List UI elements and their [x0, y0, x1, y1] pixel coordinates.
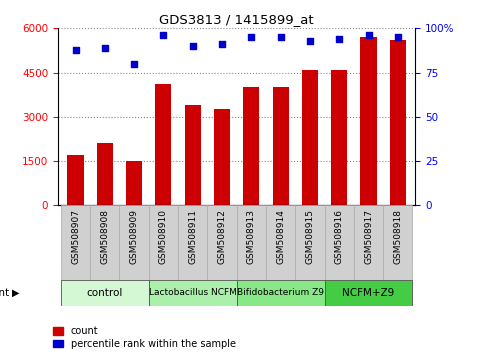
Bar — [90, 205, 119, 280]
Bar — [214, 109, 230, 205]
Bar — [185, 105, 201, 205]
Bar — [360, 37, 377, 205]
Point — [159, 33, 167, 38]
Text: GSM508914: GSM508914 — [276, 209, 285, 264]
Bar — [237, 280, 325, 306]
Point — [101, 45, 109, 51]
Bar — [149, 205, 178, 280]
Bar — [272, 87, 289, 205]
Bar — [302, 70, 318, 205]
Point — [130, 61, 138, 67]
Title: GDS3813 / 1415899_at: GDS3813 / 1415899_at — [159, 13, 314, 26]
Point — [218, 41, 226, 47]
Bar — [237, 205, 266, 280]
Point — [277, 34, 284, 40]
Point — [394, 34, 402, 40]
Text: Lactobacillus NCFM: Lactobacillus NCFM — [149, 289, 237, 297]
Text: Bifidobacterium Z9: Bifidobacterium Z9 — [237, 289, 324, 297]
Bar — [61, 205, 90, 280]
Bar — [61, 280, 149, 306]
Bar — [126, 161, 142, 205]
Text: GSM508909: GSM508909 — [129, 209, 139, 264]
Text: GSM508910: GSM508910 — [159, 209, 168, 264]
Bar — [295, 205, 325, 280]
Text: GSM508907: GSM508907 — [71, 209, 80, 264]
Point — [247, 34, 255, 40]
Bar — [119, 205, 149, 280]
Bar — [243, 87, 259, 205]
Point — [189, 43, 197, 49]
Bar — [149, 280, 237, 306]
Bar — [331, 70, 347, 205]
Text: GSM508912: GSM508912 — [217, 209, 227, 264]
Bar — [390, 40, 406, 205]
Point — [365, 33, 372, 38]
Bar — [325, 280, 412, 306]
Text: GSM508908: GSM508908 — [100, 209, 109, 264]
Text: GSM508917: GSM508917 — [364, 209, 373, 264]
Bar — [68, 155, 84, 205]
Point — [306, 38, 314, 44]
Bar — [325, 205, 354, 280]
Bar — [266, 205, 295, 280]
Point — [71, 47, 79, 52]
Text: GSM508918: GSM508918 — [393, 209, 402, 264]
Legend: count, percentile rank within the sample: count, percentile rank within the sample — [53, 326, 236, 349]
Text: NCFM+Z9: NCFM+Z9 — [342, 288, 395, 298]
Bar — [383, 205, 412, 280]
Text: GSM508916: GSM508916 — [335, 209, 344, 264]
Text: GSM508913: GSM508913 — [247, 209, 256, 264]
Bar — [178, 205, 207, 280]
Bar — [207, 205, 237, 280]
Bar — [97, 143, 113, 205]
Text: ▶: ▶ — [12, 288, 20, 298]
Bar — [156, 84, 171, 205]
Bar — [354, 205, 383, 280]
Text: GSM508911: GSM508911 — [188, 209, 197, 264]
Text: control: control — [86, 288, 123, 298]
Text: agent: agent — [0, 288, 9, 298]
Point — [335, 36, 343, 42]
Text: GSM508915: GSM508915 — [305, 209, 314, 264]
